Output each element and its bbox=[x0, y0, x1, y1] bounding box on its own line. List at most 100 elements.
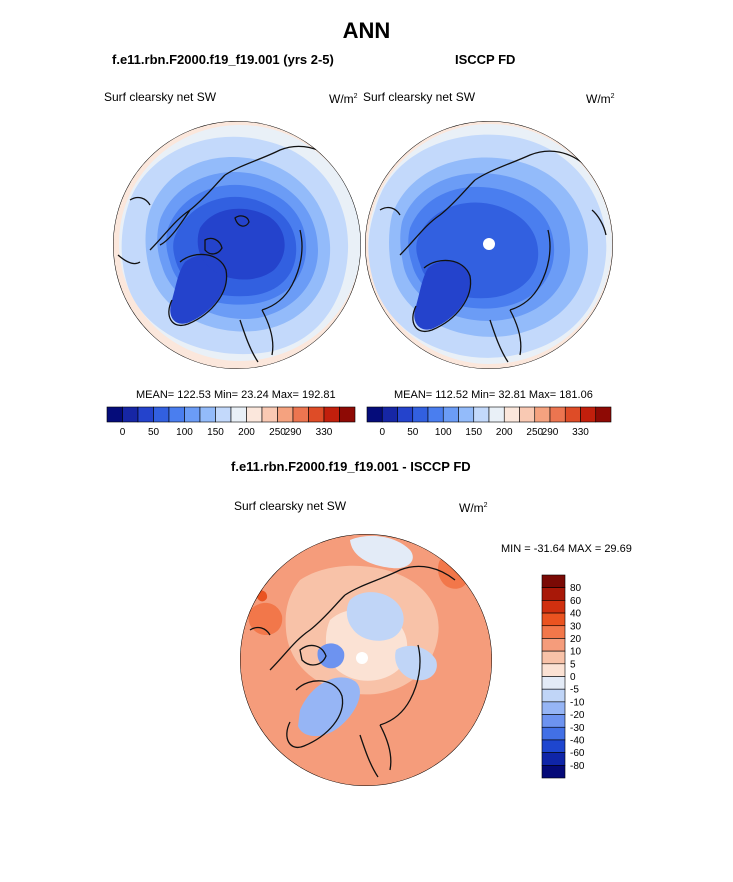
colorbar-model-swatch bbox=[261, 406, 278, 423]
colorbar-diff-tick-label: 0 bbox=[570, 672, 576, 683]
colorbar-diff-tick-label: -60 bbox=[570, 748, 585, 759]
map-diff-patch-blue-3 bbox=[317, 643, 345, 669]
colorbar-model-tick-label: 0 bbox=[120, 427, 126, 438]
colorbar-diff-tick-label: -20 bbox=[570, 710, 585, 721]
colorbar-diff-swatch bbox=[541, 650, 566, 665]
colorbar-obs-swatch bbox=[381, 406, 398, 423]
colorbar-model-swatch bbox=[137, 406, 154, 423]
colorbar-diff-swatch bbox=[541, 688, 566, 703]
colorbar-diff-tick-label: 30 bbox=[570, 621, 582, 632]
colorbar-obs-swatch bbox=[473, 406, 490, 423]
colorbar-obs-swatch bbox=[427, 406, 444, 423]
colorbar-diff-tick-label: 80 bbox=[570, 583, 582, 594]
panel-3-units-base: W/m bbox=[459, 501, 484, 515]
panel-2-units-base: W/m bbox=[586, 92, 611, 106]
colorbar-diff-tick-label: -30 bbox=[570, 723, 585, 734]
panel-1-units-base: W/m bbox=[329, 92, 354, 106]
map-diff-patch-blue-5 bbox=[350, 535, 413, 569]
colorbar-obs-tick-label: 0 bbox=[379, 427, 385, 438]
panel-3-title: f.e11.rbn.F2000.f19_f19.001 - ISCCP FD bbox=[231, 459, 471, 474]
panel-1-units-exp: 2 bbox=[353, 93, 358, 100]
panel-2-stats: MEAN= 112.52 Min= 32.81 Max= 181.06 bbox=[394, 389, 593, 401]
colorbar-model-swatch bbox=[323, 406, 340, 423]
colorbar-model-tick-label: 50 bbox=[148, 427, 160, 438]
map-model bbox=[113, 121, 361, 369]
colorbar-diff-swatch bbox=[541, 587, 566, 601]
map-diff-patch-blue-2 bbox=[298, 677, 360, 737]
colorbar-obs-tick-label: 250 bbox=[526, 427, 543, 438]
map-diff-patch-blue-1 bbox=[346, 592, 404, 641]
colorbar-obs-tick-label: 200 bbox=[496, 427, 513, 438]
colorbar-diff-swatch bbox=[541, 714, 566, 728]
panel-1-title: f.e11.rbn.F2000.f19_f19.001 (yrs 2-5) bbox=[112, 52, 334, 67]
map-obs-pole-hole bbox=[483, 238, 495, 250]
colorbar-model-swatch bbox=[339, 406, 356, 423]
panel-1-variable-label: Surf clearsky net SW bbox=[104, 90, 217, 104]
colorbar-diff-tick-label: 5 bbox=[570, 659, 576, 670]
colorbar-model-swatch bbox=[215, 406, 232, 423]
colorbar-diff-swatch bbox=[541, 739, 566, 753]
colorbar-model-swatch bbox=[277, 406, 294, 423]
colorbar-diff-tick-label: 40 bbox=[570, 609, 582, 620]
colorbar-model-tick-label: 100 bbox=[176, 427, 193, 438]
colorbar-model-swatch bbox=[246, 406, 263, 423]
colorbar-obs-swatch bbox=[488, 406, 505, 423]
map-obs bbox=[365, 121, 613, 369]
colorbar-obs-tick-label: 50 bbox=[407, 427, 419, 438]
colorbar-diff-swatch bbox=[541, 638, 566, 652]
colorbar-diff-swatch bbox=[541, 676, 566, 690]
colorbar-model-swatch bbox=[122, 406, 139, 423]
map-diff-patch-blue-4 bbox=[395, 645, 437, 681]
colorbar-model-swatch bbox=[230, 406, 247, 423]
colorbar-model-tick-label: 290 bbox=[285, 427, 302, 438]
map-model-greenland bbox=[170, 255, 227, 324]
colorbar-obs-swatch bbox=[519, 406, 536, 423]
colorbar-model-tick-label: 150 bbox=[207, 427, 224, 438]
colorbar-diff-tick-label: -40 bbox=[570, 735, 585, 746]
panel-2-title: ISCCP FD bbox=[455, 52, 516, 67]
colorbar-diff-swatch bbox=[541, 701, 566, 715]
colorbar-diff-swatch bbox=[541, 574, 566, 588]
colorbar-diff-swatch bbox=[541, 663, 566, 677]
colorbar-model-swatch bbox=[153, 406, 170, 423]
colorbar-obs-swatch bbox=[366, 406, 383, 423]
colorbar-obs-tick-label: 290 bbox=[542, 427, 559, 438]
colorbar-obs-swatch bbox=[503, 406, 520, 423]
colorbar-obs-swatch bbox=[564, 406, 581, 423]
colorbar-obs-swatch bbox=[549, 406, 566, 423]
colorbar-obs-swatch bbox=[458, 406, 475, 423]
map-diff-coastlines bbox=[249, 565, 456, 778]
map-model-core bbox=[197, 208, 285, 280]
colorbar-diff-tick-label: -80 bbox=[570, 761, 585, 772]
colorbar-diff-tick-label: 60 bbox=[570, 596, 582, 607]
colorbar-obs-swatch bbox=[595, 406, 612, 423]
colorbar-obs-swatch bbox=[442, 406, 459, 423]
colorbar-model-tick-label: 330 bbox=[316, 427, 333, 438]
colorbar-model-swatch bbox=[168, 406, 185, 423]
colorbar-model-swatch bbox=[184, 406, 201, 423]
colorbar-model-swatch bbox=[199, 406, 216, 423]
colorbar-diff-swatch bbox=[541, 625, 566, 639]
colorbar-model-tick-label: 250 bbox=[269, 427, 286, 438]
panel-3-variable-label: Surf clearsky net SW bbox=[234, 499, 347, 513]
colorbar-obs-swatch bbox=[412, 406, 429, 423]
colorbar-diff-swatch bbox=[541, 600, 566, 614]
colorbar-diff-swatch bbox=[541, 752, 566, 766]
map-obs-coastlines bbox=[379, 150, 607, 363]
colorbar-diff-tick-label: -5 bbox=[570, 685, 579, 696]
colorbar-obs-swatch bbox=[397, 406, 414, 423]
panel-2-variable-label: Surf clearsky net SW bbox=[363, 90, 476, 104]
colorbar-diff-swatch bbox=[541, 612, 566, 627]
colorbar-model-swatch bbox=[106, 406, 123, 423]
colorbar-obs-swatch bbox=[580, 406, 597, 423]
colorbar-diff-swatch bbox=[541, 726, 566, 741]
colorbar-obs-tick-label: 100 bbox=[435, 427, 452, 438]
colorbar-diff-tick-label: 20 bbox=[570, 634, 582, 645]
panel-3-stats: MIN = -31.64 MAX = 29.69 bbox=[501, 543, 632, 555]
page-title: ANN bbox=[342, 18, 391, 43]
panel-1-stats: MEAN= 122.53 Min= 23.24 Max= 192.81 bbox=[136, 389, 336, 401]
